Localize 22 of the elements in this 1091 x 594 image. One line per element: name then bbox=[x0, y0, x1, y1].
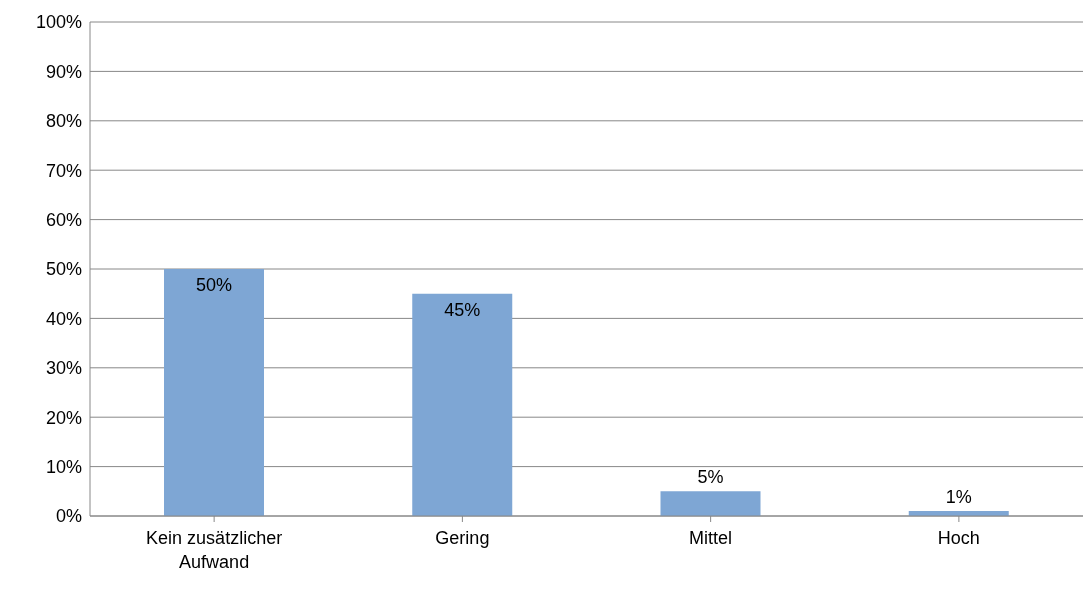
y-tick-label: 70% bbox=[45, 160, 82, 181]
x-tick-label: Hoch bbox=[937, 528, 980, 548]
y-tick-label: 20% bbox=[45, 407, 82, 428]
y-tick-label: 80% bbox=[45, 111, 82, 132]
y-tick-label: 60% bbox=[45, 209, 82, 230]
data-label: 50% bbox=[195, 275, 233, 295]
bar bbox=[412, 293, 513, 516]
bar bbox=[164, 269, 264, 516]
data-label: 5% bbox=[697, 467, 724, 488]
bar bbox=[660, 491, 761, 516]
y-tick-label: 40% bbox=[45, 308, 82, 329]
y-tick-label: 10% bbox=[45, 456, 82, 477]
data-label: 45% bbox=[444, 299, 481, 320]
y-tick-label: 0% bbox=[55, 506, 82, 527]
x-tick-label: Gering bbox=[435, 528, 490, 548]
y-tick-label: 100% bbox=[35, 12, 82, 33]
x-tick-label: Mittel bbox=[689, 528, 733, 548]
y-tick-label: 30% bbox=[45, 358, 82, 379]
x-tick-label: Kein zusätzlicher Aufwand bbox=[146, 528, 283, 572]
y-tick-label: 90% bbox=[45, 61, 82, 82]
data-label: 1% bbox=[945, 487, 972, 508]
y-tick-label: 50% bbox=[45, 259, 82, 280]
